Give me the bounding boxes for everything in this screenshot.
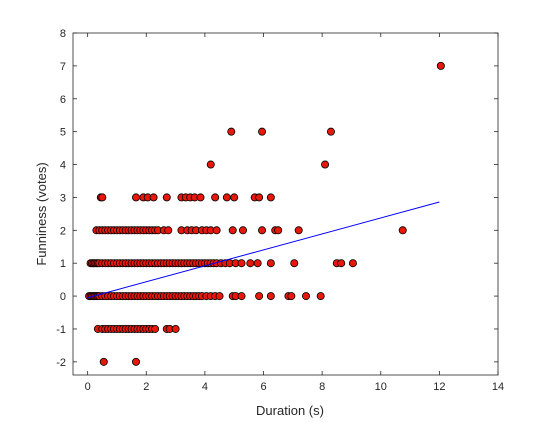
data-point — [316, 292, 325, 301]
data-point — [230, 193, 239, 202]
data-point — [227, 127, 236, 136]
data-point — [151, 324, 160, 333]
y-tick-label: 6 — [60, 94, 66, 106]
data-point — [98, 193, 107, 202]
data-point — [222, 193, 231, 202]
plot-area — [85, 61, 445, 366]
x-axis-label: Duration (s) — [256, 403, 324, 418]
data-point — [266, 193, 275, 202]
data-point — [164, 226, 173, 235]
data-point — [215, 292, 224, 301]
data-point — [196, 193, 205, 202]
data-point — [287, 292, 296, 301]
y-tick-label: -2 — [56, 357, 66, 369]
x-tick-label: 10 — [375, 381, 387, 393]
x-tick-label: 12 — [433, 381, 445, 393]
y-tick-label: 0 — [60, 291, 66, 303]
data-point — [321, 160, 330, 169]
data-point — [238, 226, 247, 235]
data-point — [99, 357, 108, 366]
x-tick-label: 8 — [319, 381, 325, 393]
y-tick-label: 3 — [60, 192, 66, 204]
data-point — [258, 127, 267, 136]
data-point — [212, 226, 221, 235]
x-tick-label: 14 — [492, 381, 504, 393]
data-point — [266, 292, 275, 301]
axes-box — [72, 32, 499, 376]
data-point — [237, 292, 246, 301]
data-point — [149, 193, 158, 202]
data-point — [132, 357, 141, 366]
data-point — [326, 127, 335, 136]
series-0 — [85, 61, 445, 366]
fit-line — [87, 201, 440, 299]
data-point — [294, 226, 303, 235]
y-tick-label: 4 — [60, 160, 66, 172]
data-point — [436, 61, 445, 70]
data-point — [237, 259, 246, 268]
data-point — [337, 259, 346, 268]
y-tick-label: 7 — [60, 61, 66, 73]
x-tick-label: 2 — [143, 381, 149, 393]
data-point — [274, 226, 283, 235]
data-point — [348, 259, 357, 268]
data-point — [398, 226, 407, 235]
data-point — [171, 324, 180, 333]
data-point — [206, 160, 215, 169]
y-tick-label: 1 — [60, 258, 66, 270]
data-point — [228, 226, 237, 235]
y-tick-label: 5 — [60, 127, 66, 139]
y-tick-label: 2 — [60, 225, 66, 237]
x-tick-label: 4 — [202, 381, 208, 393]
data-point — [255, 193, 264, 202]
data-point — [302, 292, 311, 301]
data-point — [253, 259, 262, 268]
data-point — [290, 259, 299, 268]
y-tick-label: -1 — [56, 324, 66, 336]
data-point — [246, 259, 255, 268]
data-point — [266, 259, 275, 268]
x-tick-label: 0 — [85, 381, 91, 393]
y-axis-label: Funniness (votes) — [34, 162, 49, 265]
data-point — [258, 226, 267, 235]
data-point — [211, 193, 220, 202]
x-tick-label: 6 — [260, 381, 266, 393]
data-point — [132, 193, 141, 202]
y-tick-label: 8 — [60, 28, 66, 40]
data-point — [255, 292, 264, 301]
data-point — [162, 193, 171, 202]
